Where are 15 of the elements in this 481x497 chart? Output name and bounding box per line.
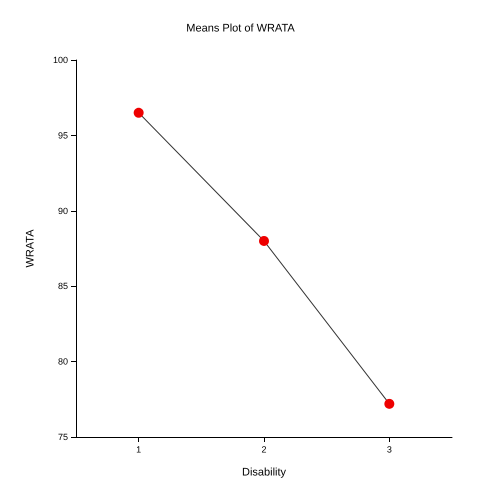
y-tick-label: 100 [52, 55, 68, 65]
y-tick-label: 80 [58, 356, 68, 367]
x-tick-label: 1 [136, 444, 142, 454]
y-tick-label: 90 [58, 206, 68, 216]
y-tick-label: 75 [58, 432, 68, 442]
y-tick-label: 95 [58, 130, 68, 140]
point [259, 236, 269, 246]
point [384, 398, 394, 409]
chart-title: Means Plot of WRATA [186, 22, 296, 34]
x-tick-label: 3 [386, 444, 392, 454]
y-axis-title: WRATA [24, 228, 36, 268]
x-tick-label: 2 [261, 444, 267, 454]
point [134, 108, 144, 118]
y-tick-label: 85 [58, 281, 68, 292]
x-axis-title: Disability [242, 466, 287, 478]
